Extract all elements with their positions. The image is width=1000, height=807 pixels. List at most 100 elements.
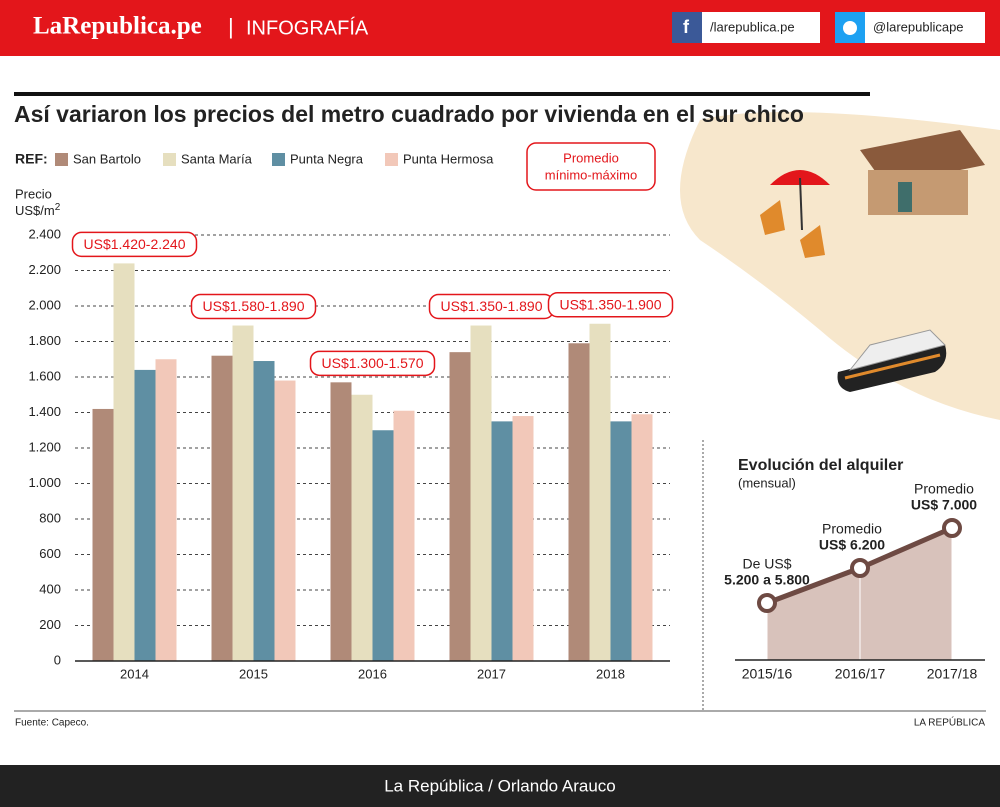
chart-title: Así variaron los precios del metro cuadr… [14,101,804,127]
bar [512,416,534,661]
point-annotation: De US$ [742,556,791,572]
point [942,518,962,538]
y-tick-label: 400 [39,581,61,596]
bar [470,325,492,661]
y-unit: US$/m [15,203,55,218]
annotation-box [309,350,436,377]
point-annotation: 5.200 a 5.800 [724,572,810,588]
boat-stripe [844,353,941,380]
x-tick-label: 2014 [120,666,149,681]
y-tick-label: 0 [54,652,61,667]
legend-swatch [385,153,398,166]
bar [330,382,352,661]
y-axis-unit: US$/m2 [15,202,61,219]
umbrella [770,170,830,185]
boat-hull [837,345,947,392]
x-tick-label: 2018 [596,666,625,681]
point-annotation: Promedio [914,481,974,497]
x-tick-label: 2016/17 [835,666,886,682]
annotation-box [71,231,198,258]
bar [610,421,632,661]
facebook-handle: /larepublica.pe [710,19,795,34]
bar [113,263,135,661]
bar [589,323,611,661]
annotation-box [547,292,674,318]
divider: | [228,14,234,39]
section: INFOGRAFÍA [246,16,369,39]
y-tick-label: 2.200 [28,262,61,277]
header-band [0,0,1000,56]
point-annotation: US$ 7.000 [911,497,977,513]
bar [274,380,296,661]
y-tick-label: 2.400 [28,226,61,241]
y-tick-label: 1.800 [28,333,61,348]
legend-label: Santa María [181,151,253,166]
y-tick-label: 600 [39,546,61,561]
boat-cabin [848,329,946,371]
bar [491,421,513,661]
bar [232,325,254,661]
y-tick-label: 800 [39,510,61,525]
brand: LaRepublica.pe [33,13,202,40]
bar [631,414,653,661]
note: mínimo-máximo [545,167,637,182]
x-tick-label: 2015 [239,666,268,681]
annotation: US$1.350-1.900 [560,296,662,312]
annotation-box [190,293,317,320]
note: Promedio [563,150,619,165]
source: Fuente: Capeco. [15,718,89,729]
footer-band [0,765,1000,807]
legend-swatch [272,153,285,166]
facebook-icon [672,12,702,43]
bar [253,361,275,661]
bar [155,359,177,661]
point [850,558,870,578]
bar [92,408,114,661]
bar [372,430,394,661]
y-tick-label: 1.600 [28,368,61,383]
legend-label: Punta Hermosa [403,151,494,166]
y-tick-label: 2.000 [28,297,61,312]
legend-swatch [163,153,176,166]
chair [800,225,825,258]
x-tick-label: 2015/16 [742,666,793,682]
x-tick-label: 2017 [477,666,506,681]
chart2-title: Evolución del alquiler [738,457,903,474]
twitter-bird [843,21,857,35]
author: La República / Orlando Arauco [384,776,616,795]
legend-label: Punta Negra [290,151,364,166]
point-annotation: US$ 6.200 [819,537,885,553]
house [868,170,968,215]
y-tick-label: 1.200 [28,439,61,454]
credit: LA REPÚBLICA [914,716,985,729]
y-axis-label: Precio [15,186,52,201]
bar [134,369,156,661]
umbrella-pole [799,177,803,231]
y-tick-label: 1.400 [28,404,61,419]
twitter-handle: @larepublicape [873,19,964,34]
annotation: US$1.300-1.570 [322,355,424,371]
y-tick-label: 1.000 [28,475,61,490]
bar [211,355,233,661]
bar [351,394,373,661]
legend-title: REF: [15,151,48,167]
bar [449,352,471,661]
bar [568,343,590,661]
title-rule [14,92,870,96]
annotation: US$1.350-1.890 [441,298,543,314]
chair [760,200,785,235]
note-box [526,142,656,191]
annotation: US$1.580-1.890 [203,298,305,314]
y-unit-sup: 2 [55,202,61,213]
legend-swatch [55,153,68,166]
x-tick-label: 2016 [358,666,387,681]
legend-label: San Bartolo [73,151,141,166]
x-tick-label: 2017/18 [927,666,978,682]
chart2-subtitle: (mensual) [738,475,796,490]
point-annotation: Promedio [822,521,882,537]
annotation: US$1.420-2.240 [84,236,186,252]
bar [393,410,415,661]
house-door [898,182,912,212]
facebook-f: f [683,17,690,37]
